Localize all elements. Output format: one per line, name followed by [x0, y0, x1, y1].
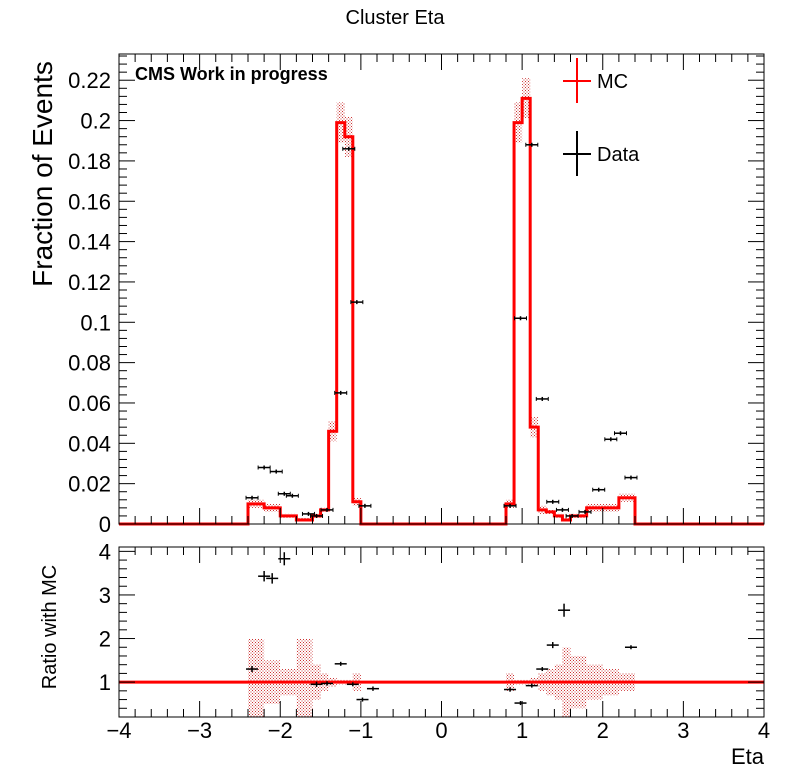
main-axis-ticks — [118, 54, 765, 525]
ratio-data-point — [334, 661, 347, 666]
data-point — [546, 499, 560, 504]
ratio-data-point — [258, 570, 271, 582]
chart-title: Cluster Eta — [346, 7, 446, 29]
data-point — [525, 142, 539, 147]
data-point — [269, 469, 283, 474]
main-y-tick-label: 0.16 — [68, 189, 111, 214]
ratio-data-point — [525, 683, 538, 688]
ratio-data-point — [321, 681, 334, 686]
ratio-data-point — [536, 667, 549, 672]
ratio-data-point — [310, 681, 323, 687]
ratio-axis-ticks — [118, 547, 765, 718]
ratio-data-point — [504, 687, 517, 692]
mc-histogram-line — [119, 96, 764, 526]
legend-mc-label: MC — [597, 71, 628, 93]
ratio-y-tick-labels: 1 2 3 4 — [99, 539, 111, 695]
data-point — [514, 316, 528, 321]
ratio-data-point — [546, 642, 559, 649]
x-tick-label: 0 — [435, 718, 447, 743]
ratio-y-tick-label: 3 — [99, 583, 111, 608]
ratio-plot-frame — [118, 546, 765, 718]
ratio-data-point — [366, 686, 379, 691]
main-plot-frame — [118, 53, 765, 525]
main-y-tick-label: 0.22 — [68, 68, 111, 93]
x-tick-labels: −4 −3 −2 −1 0 1 2 3 4 — [106, 718, 770, 743]
main-y-tick-label: 0 — [99, 512, 111, 537]
cms-annotation: CMS Work in progress — [135, 64, 328, 84]
data-point — [334, 390, 348, 395]
data-point — [257, 465, 271, 470]
data-point — [310, 513, 324, 518]
main-y-tick-label: 0.08 — [68, 351, 111, 376]
x-tick-label: −4 — [106, 718, 131, 743]
data-point — [565, 513, 579, 518]
ratio-y-tick-label: 2 — [99, 627, 111, 652]
ratio-data-point — [514, 701, 527, 706]
x-axis-label: Eta — [731, 744, 765, 769]
main-y-tick-label: 0.1 — [80, 310, 111, 335]
x-tick-label: −2 — [268, 718, 293, 743]
data-point — [578, 509, 592, 514]
data-point — [535, 396, 549, 401]
ratio-y-tick-label: 1 — [99, 670, 111, 695]
data-point — [592, 487, 606, 492]
data-point — [613, 431, 627, 436]
x-tick-label: −3 — [187, 718, 212, 743]
data-point — [320, 507, 334, 512]
legend: MC Data — [563, 58, 640, 176]
main-y-tick-label: 0.2 — [80, 109, 111, 134]
main-y-tick-label: 0.06 — [68, 391, 111, 416]
ratio-y-tick-label: 4 — [99, 539, 111, 564]
data-points — [245, 142, 638, 518]
main-y-tick-label: 0.14 — [68, 230, 111, 255]
main-y-tick-labels: 0 0.02 0.04 0.06 0.08 0.1 0.12 0.14 0.16 0.18 0.2 0… — [68, 68, 111, 537]
main-y-tick-label: 0.18 — [68, 149, 111, 174]
ratio-data-point — [624, 645, 637, 650]
ratio-data-point — [246, 666, 259, 673]
x-tick-label: 2 — [597, 718, 609, 743]
ratio-band-bin — [296, 638, 313, 717]
ratio-data-point — [346, 682, 359, 687]
legend-data-label: Data — [597, 144, 640, 166]
data-point — [350, 300, 364, 305]
data-point — [358, 503, 372, 508]
data-point — [503, 503, 517, 508]
data-point — [604, 437, 618, 442]
x-tick-label: 4 — [758, 718, 770, 743]
data-point — [285, 493, 299, 498]
main-y-tick-label: 0.04 — [68, 431, 111, 456]
main-y-axis-label: Fraction of Events — [27, 61, 58, 287]
x-tick-label: 1 — [516, 718, 528, 743]
data-point — [624, 475, 638, 480]
ratio-data-points — [246, 552, 637, 706]
x-tick-label: −1 — [348, 718, 373, 743]
ratio-y-axis-label: Ratio with MC — [39, 565, 61, 689]
ratio-band-bin — [248, 638, 265, 717]
ratio-data-point — [356, 697, 369, 702]
main-y-tick-label: 0.02 — [68, 472, 111, 497]
data-point — [245, 495, 259, 500]
ratio-data-point — [266, 573, 279, 584]
ratio-data-point — [558, 603, 571, 617]
x-tick-label: 3 — [677, 718, 689, 743]
data-point — [301, 511, 315, 516]
main-y-tick-label: 0.12 — [68, 270, 111, 295]
data-point — [342, 146, 356, 151]
data-point — [555, 507, 569, 512]
